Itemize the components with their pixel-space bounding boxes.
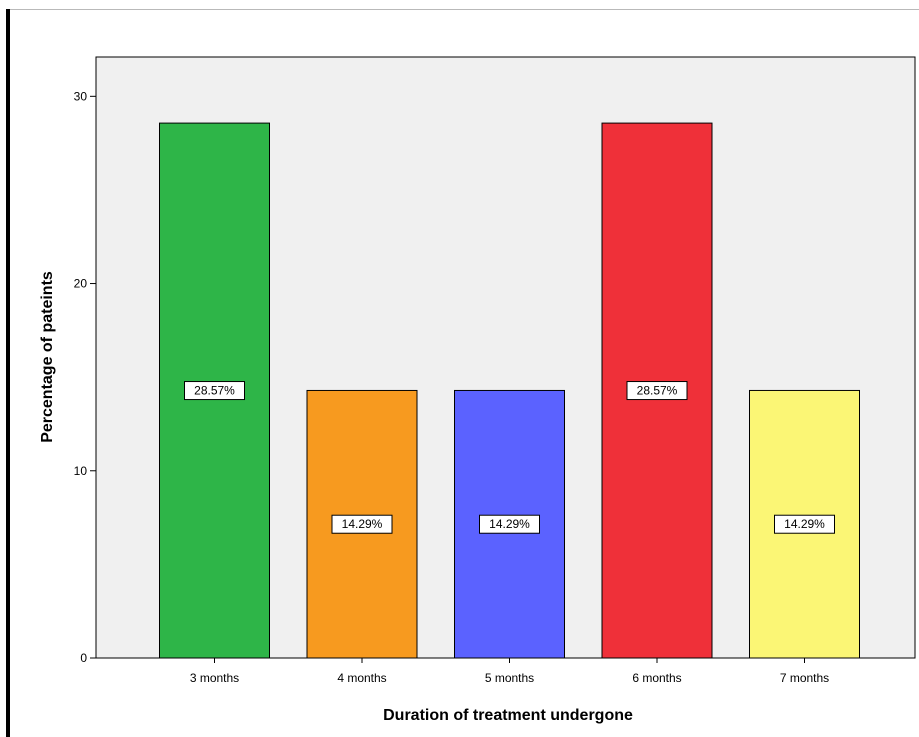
data-label: 14.29%	[784, 517, 825, 531]
x-axis-title: Duration of treatment undergone	[383, 707, 633, 724]
data-label-box	[479, 514, 540, 534]
x-tick-label: 7 months	[780, 671, 829, 685]
x-tick-label: 6 months	[632, 671, 681, 685]
data-label: 28.57%	[194, 384, 235, 398]
frame-top-border	[10, 9, 919, 10]
x-tick-label: 4 months	[337, 671, 386, 685]
y-tick-label: 0	[80, 651, 87, 665]
data-label-box	[184, 381, 245, 401]
data-label: 28.57%	[637, 384, 678, 398]
data-label-box	[774, 514, 835, 534]
data-label-box	[626, 381, 688, 401]
data-label-box	[331, 514, 393, 534]
frame-left-border	[6, 9, 10, 737]
x-tick-label: 5 months	[485, 671, 534, 685]
data-label: 14.29%	[342, 517, 383, 531]
y-axis-title: Percentage of pateints	[39, 271, 56, 443]
y-tick-label: 30	[74, 89, 88, 103]
x-tick-label: 3 months	[190, 671, 239, 685]
y-tick-label: 10	[74, 464, 88, 478]
y-tick-label: 20	[74, 277, 88, 291]
data-label: 14.29%	[489, 517, 530, 531]
